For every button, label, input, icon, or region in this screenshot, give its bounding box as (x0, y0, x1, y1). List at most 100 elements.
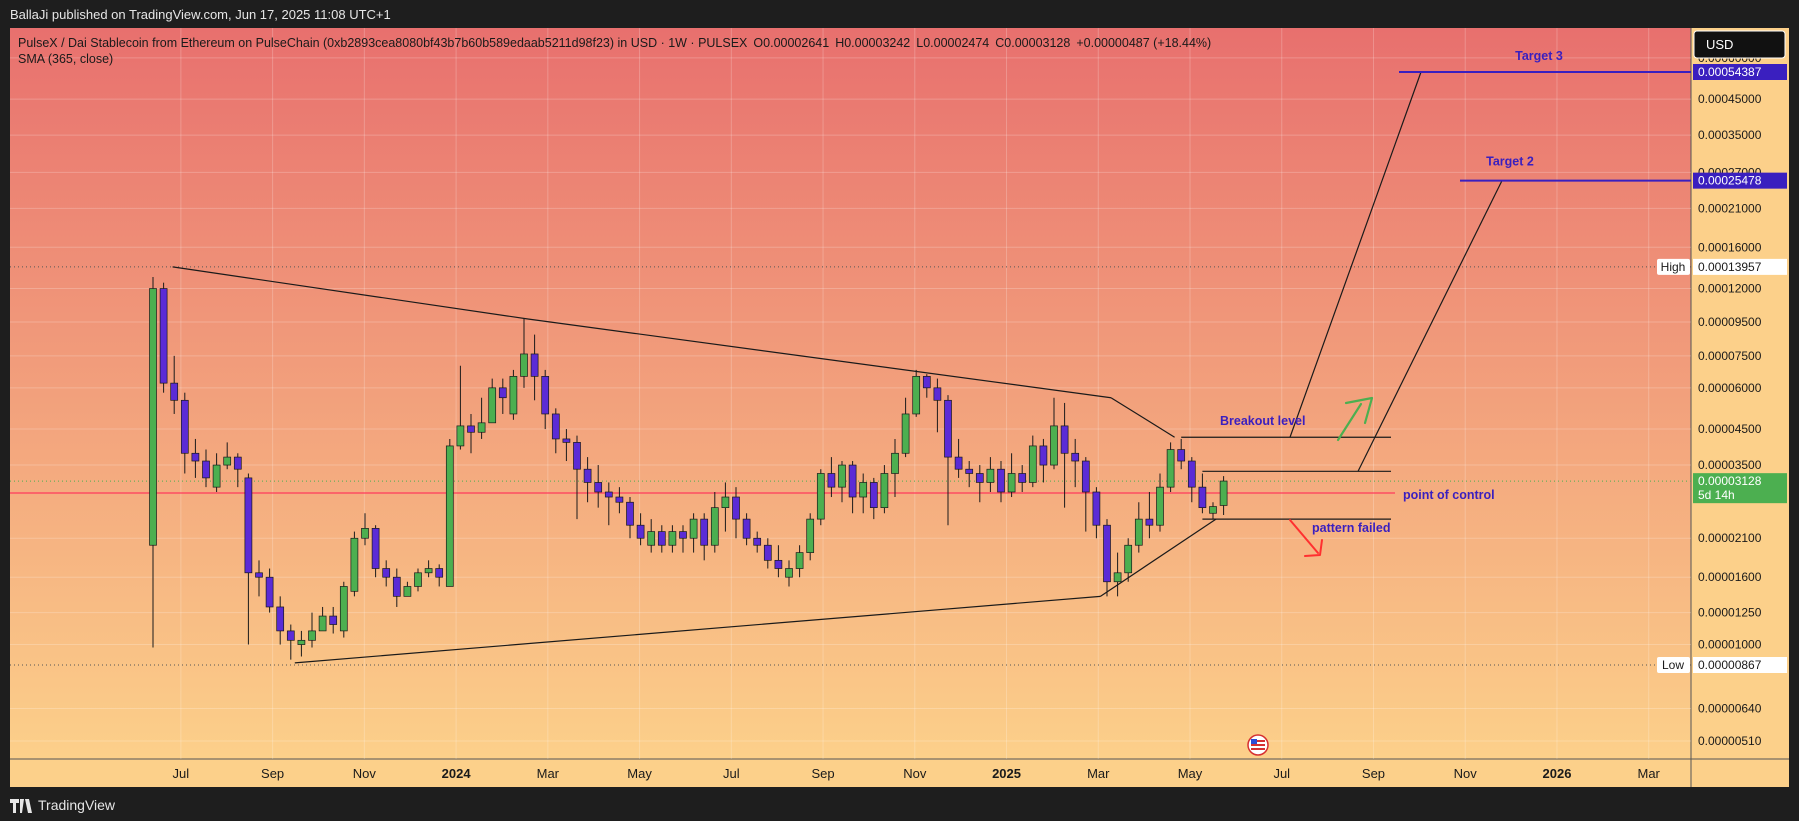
candle[interactable] (1219, 476, 1228, 515)
pattern-failed-label[interactable]: pattern failed (1312, 521, 1391, 535)
projection-target-2[interactable] (1357, 180, 1503, 472)
candle[interactable] (615, 487, 624, 514)
candle[interactable] (763, 538, 772, 569)
target-3-label[interactable]: Target 3 (1515, 49, 1563, 63)
candle[interactable] (1071, 438, 1080, 488)
candle[interactable] (869, 477, 878, 520)
candle[interactable] (732, 487, 740, 539)
candle[interactable] (212, 453, 221, 493)
candle[interactable] (297, 630, 306, 657)
candle[interactable] (901, 397, 910, 458)
candle[interactable] (445, 438, 454, 587)
candle[interactable] (986, 457, 995, 493)
candle[interactable] (414, 568, 422, 592)
candle[interactable] (954, 438, 963, 478)
candle[interactable] (1187, 457, 1196, 503)
candle[interactable] (1156, 473, 1164, 532)
candle[interactable] (679, 525, 687, 553)
candle[interactable] (1028, 435, 1037, 488)
candle[interactable] (488, 378, 497, 424)
candle[interactable] (774, 545, 783, 578)
us-flag-icon[interactable] (1247, 734, 1269, 756)
candle[interactable] (424, 560, 433, 578)
candle[interactable] (477, 397, 486, 439)
candle[interactable] (456, 365, 465, 450)
candle[interactable] (1050, 397, 1058, 470)
candle[interactable] (838, 461, 846, 503)
candle[interactable] (933, 378, 942, 433)
legend-indicator[interactable]: SMA (365, close) (18, 52, 113, 66)
candle[interactable] (180, 392, 189, 474)
candle[interactable] (604, 482, 613, 526)
candle[interactable] (392, 568, 401, 607)
candle[interactable] (700, 513, 709, 561)
candle[interactable] (350, 531, 359, 597)
candle[interactable] (202, 449, 210, 488)
lower-trendline[interactable] (294, 595, 1101, 664)
candle[interactable] (509, 369, 518, 420)
candle[interactable] (626, 497, 634, 539)
candle[interactable] (435, 564, 444, 587)
candle[interactable] (223, 442, 232, 470)
candle[interactable] (308, 612, 316, 648)
currency-button[interactable]: USD (1693, 30, 1786, 59)
lower-trendline-2[interactable] (1100, 518, 1217, 597)
candle[interactable] (159, 282, 168, 393)
candle[interactable] (647, 519, 656, 553)
candle[interactable] (1039, 438, 1048, 483)
candle[interactable] (1007, 453, 1016, 498)
candle[interactable] (1060, 402, 1069, 508)
candle[interactable] (498, 378, 507, 414)
candle[interactable] (1081, 457, 1090, 532)
upper-trendline-3[interactable] (1110, 397, 1175, 438)
candle[interactable] (997, 461, 1005, 503)
candle[interactable] (551, 408, 560, 454)
candle[interactable] (339, 581, 348, 638)
candle[interactable] (520, 319, 528, 388)
candle[interactable] (753, 531, 762, 553)
upper-trendline-2[interactable] (527, 318, 1112, 399)
candle[interactable] (1209, 502, 1217, 520)
candle[interactable] (1113, 552, 1122, 597)
candle[interactable] (721, 482, 730, 532)
candle[interactable] (636, 513, 645, 546)
candle[interactable] (689, 513, 698, 553)
candle[interactable] (361, 513, 369, 546)
time-axis-panel[interactable] (10, 759, 1789, 787)
candle[interactable] (1092, 487, 1101, 539)
candle[interactable] (1018, 465, 1027, 493)
candle[interactable] (1124, 538, 1133, 582)
candle[interactable] (382, 560, 391, 587)
candle[interactable] (403, 581, 412, 597)
candle[interactable] (859, 473, 868, 514)
candle[interactable] (265, 568, 274, 613)
candle[interactable] (975, 465, 984, 503)
candle[interactable] (329, 606, 338, 634)
candle[interactable] (710, 492, 719, 553)
candle[interactable] (244, 473, 253, 645)
candle[interactable] (583, 457, 592, 503)
candle[interactable] (922, 374, 931, 398)
candle[interactable] (191, 438, 200, 478)
candle[interactable] (891, 438, 899, 498)
candle[interactable] (170, 355, 179, 414)
candle[interactable] (912, 369, 921, 417)
upper-trendline[interactable] (172, 266, 529, 320)
candle[interactable] (1145, 492, 1154, 539)
candle[interactable] (255, 560, 263, 597)
breakout-label[interactable]: Breakout level (1220, 414, 1305, 428)
candle[interactable] (657, 525, 666, 553)
candle[interactable] (562, 429, 571, 462)
candle[interactable] (318, 606, 327, 632)
candle[interactable] (795, 545, 804, 578)
candle[interactable] (149, 277, 157, 648)
candle[interactable] (827, 457, 836, 498)
candle[interactable] (1134, 502, 1143, 553)
candle[interactable] (573, 435, 581, 520)
candle[interactable] (816, 469, 825, 526)
candle[interactable] (371, 525, 380, 578)
candle[interactable] (1177, 438, 1186, 470)
candle[interactable] (1198, 473, 1207, 514)
target-2-label[interactable]: Target 2 (1486, 155, 1534, 169)
